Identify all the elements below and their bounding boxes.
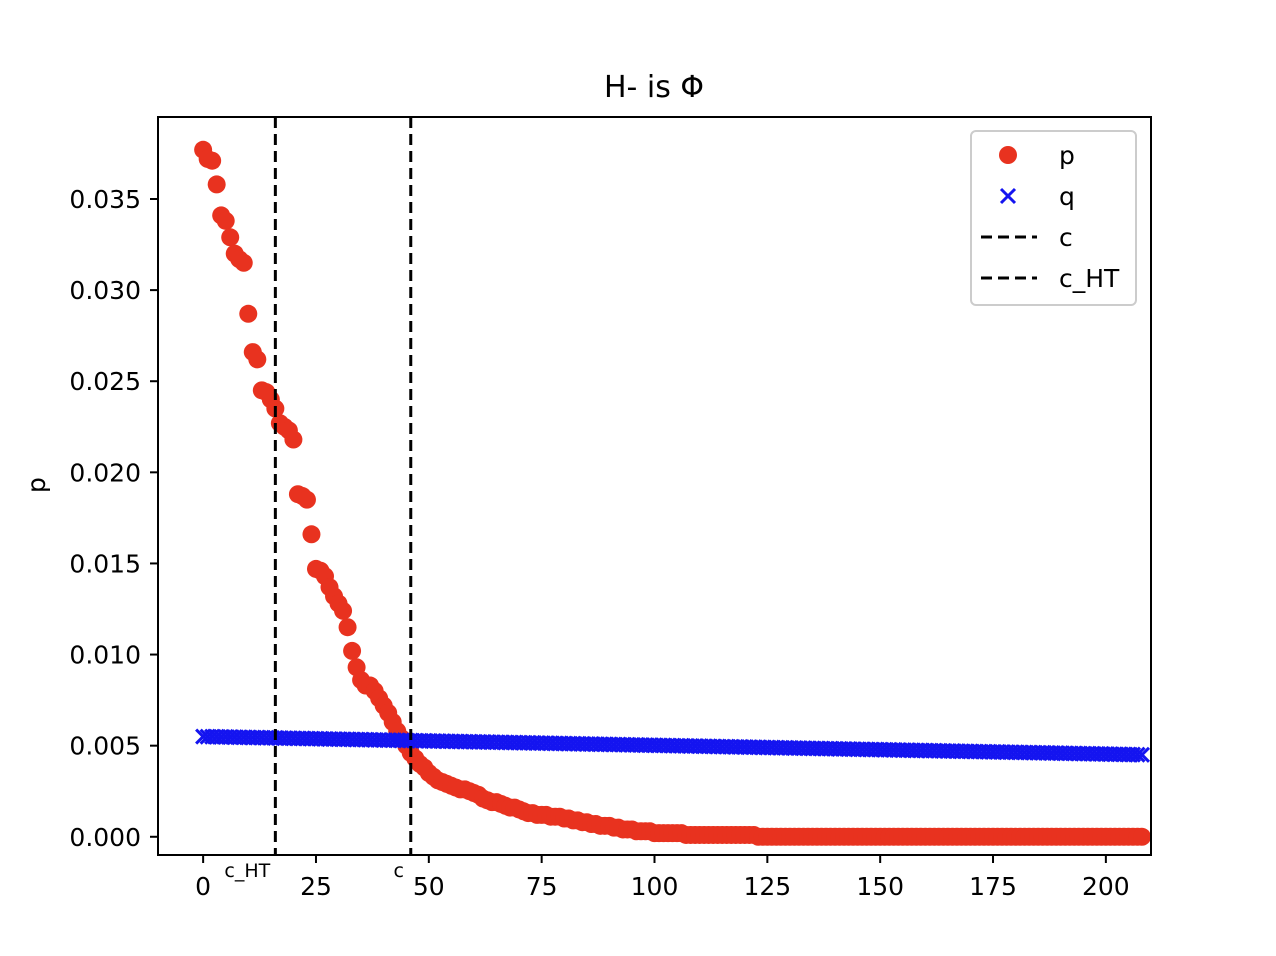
- q-point: [1133, 746, 1151, 763]
- legend-label-p: p: [1059, 141, 1075, 170]
- legend-marker-p: [999, 146, 1017, 164]
- chart-title: H- is Φ: [604, 70, 704, 105]
- x-tick-label: 200: [1082, 872, 1130, 901]
- p-point: [297, 490, 316, 509]
- vline-axis-label-c: c: [394, 860, 404, 882]
- x-tick-label: 175: [969, 872, 1017, 901]
- p-point: [343, 641, 362, 660]
- axes: c c_HT 0 25 50 75 100 125 150 175 200 0.000 0.005 0.0…: [69, 116, 1152, 901]
- q-point: [1129, 746, 1146, 763]
- y-axis-label: p: [22, 477, 51, 493]
- y-tick-label: 0.020: [69, 458, 141, 487]
- p-point: [216, 211, 235, 230]
- legend: pqc c_HT: [970, 130, 1137, 306]
- x-tick-label: 150: [856, 872, 904, 901]
- legend-label-c-ht: c_HT: [1059, 264, 1120, 293]
- x-tick-label: 0: [195, 872, 211, 901]
- plot-area: [194, 117, 1151, 855]
- p-point: [207, 175, 226, 194]
- x-tick-label: 100: [631, 872, 679, 901]
- x-tick-label: 50: [413, 872, 445, 901]
- vline-axis-label-c-ht: c_HT: [224, 860, 270, 882]
- p-point: [284, 430, 303, 449]
- p-point: [234, 253, 253, 272]
- y-tick-label: 0.010: [69, 641, 141, 670]
- y-tick-label: 0.000: [69, 823, 141, 852]
- p-point: [334, 601, 353, 620]
- p-point: [203, 151, 222, 170]
- legend-marker-q: [999, 187, 1017, 205]
- y-tick-label: 0.005: [69, 732, 141, 761]
- p-point: [221, 228, 240, 247]
- p-point: [302, 525, 321, 544]
- p-point: [239, 304, 258, 323]
- y-tick-label: 0.035: [69, 185, 141, 214]
- p-point: [1132, 827, 1151, 846]
- legend-box: [970, 130, 1137, 306]
- x-tick-label: 25: [300, 872, 332, 901]
- legend-label-q: q: [1059, 182, 1075, 211]
- y-tick-label: 0.025: [69, 367, 141, 396]
- x-tick-label: 125: [743, 872, 791, 901]
- legend-label-c: c: [1059, 223, 1073, 252]
- y-tick-label: 0.030: [69, 276, 141, 305]
- p-point: [338, 618, 357, 637]
- p-point: [248, 350, 267, 369]
- x-tick-label: 75: [526, 872, 558, 901]
- y-tick-label: 0.015: [69, 549, 141, 578]
